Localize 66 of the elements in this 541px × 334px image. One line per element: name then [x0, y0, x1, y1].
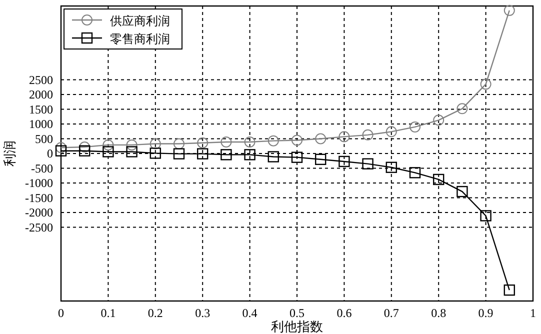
point — [79, 142, 90, 153]
x-tick-label: 0.9 — [478, 306, 494, 320]
x-tick-label: 0.3 — [195, 306, 210, 320]
point — [456, 186, 468, 198]
y-tick-label: -1500 — [25, 190, 53, 205]
y-tick-label: 1000 — [29, 117, 53, 131]
point — [268, 151, 279, 162]
x-tick-label: 0.1 — [100, 306, 116, 320]
point — [220, 149, 232, 160]
point — [410, 121, 420, 132]
point — [197, 148, 208, 160]
point — [433, 114, 444, 126]
x-tick-label: 0.4 — [242, 306, 258, 320]
y-tick-label: 0 — [47, 146, 53, 160]
point — [150, 148, 161, 159]
point — [244, 149, 256, 160]
point — [409, 167, 421, 178]
point — [102, 146, 114, 158]
y-tick-label: -2000 — [25, 206, 53, 220]
point — [244, 136, 256, 148]
point — [338, 156, 350, 168]
y-tick-label: -500 — [31, 161, 53, 176]
point — [150, 138, 161, 150]
point — [56, 142, 66, 154]
x-tick-label: 0.5 — [290, 306, 304, 320]
point — [504, 4, 515, 16]
point — [292, 134, 302, 146]
point — [315, 133, 326, 144]
x-tick-label: 0 — [58, 306, 64, 320]
x-tick-label: 0.7 — [384, 306, 399, 320]
legend-label: 零售商利润 — [110, 32, 170, 46]
point — [126, 146, 138, 158]
point — [220, 136, 232, 148]
point — [504, 284, 515, 296]
y-tick-label: 500 — [35, 132, 53, 146]
point — [55, 145, 67, 156]
point — [197, 137, 208, 148]
point — [174, 138, 184, 150]
point — [338, 131, 350, 142]
point — [173, 148, 185, 160]
point — [126, 139, 138, 150]
x-tick-label: 1 — [530, 306, 536, 320]
point — [456, 103, 468, 114]
y-tick-label: -1000 — [25, 176, 53, 190]
legend-label: 供应商利润 — [110, 14, 170, 28]
point — [315, 154, 326, 165]
point — [291, 152, 303, 163]
point — [386, 162, 397, 173]
x-tick-label: 0.6 — [336, 306, 352, 320]
point — [362, 129, 374, 140]
x-tick-label: 0.8 — [431, 306, 446, 320]
point — [480, 210, 492, 222]
y-tick-label: -2500 — [25, 220, 53, 234]
point — [386, 126, 397, 138]
y-tick-label: 2000 — [29, 88, 53, 102]
point — [480, 78, 492, 90]
point — [102, 139, 114, 150]
y-axis-title: 利润 — [2, 140, 17, 166]
point — [362, 158, 374, 170]
point — [268, 135, 279, 146]
point — [433, 174, 444, 186]
point — [79, 145, 90, 156]
x-tick-label: 0.2 — [148, 306, 163, 320]
x-axis-title: 利他指数 — [271, 319, 323, 334]
y-tick-label: 1500 — [29, 102, 53, 116]
y-tick-label: 2500 — [29, 72, 53, 87]
